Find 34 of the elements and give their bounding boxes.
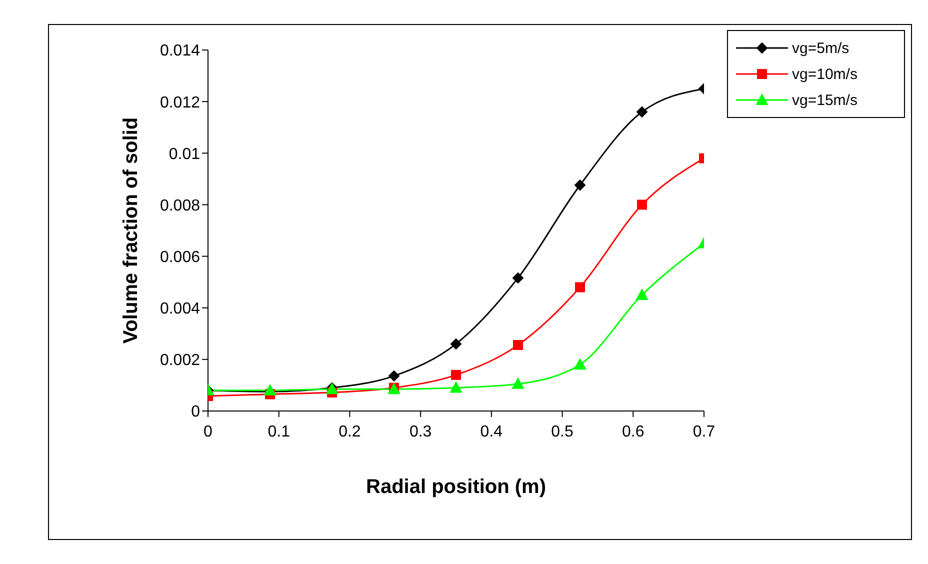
x-tick-label: 0.1	[268, 423, 290, 440]
y-tick-label: 0.002	[160, 352, 200, 370]
x-axis-title: Radial position (m)	[366, 476, 546, 498]
point	[512, 272, 524, 284]
point	[574, 180, 586, 191]
x-tick-label: 0	[204, 423, 213, 440]
point	[513, 340, 523, 350]
x-tick-label: 0.6	[622, 423, 644, 440]
legend-label: vg=5m/s	[792, 40, 850, 56]
y-tick-label: 0.01	[168, 146, 200, 163]
point	[574, 358, 586, 370]
x-tick-label: 0.7	[692, 423, 716, 440]
point	[451, 370, 461, 380]
point	[512, 378, 524, 389]
point	[636, 288, 648, 300]
y-tick-label: 0	[191, 404, 200, 421]
x-tick-label: 0.5	[551, 423, 574, 440]
point	[450, 382, 462, 393]
x-tick-label: 0.4	[480, 423, 503, 440]
x-tick-label: 0.2	[338, 423, 361, 440]
legend-label: vg=15m/s	[792, 92, 858, 108]
y-axis-title: Volume fraction of solid	[120, 117, 142, 344]
x-tick-label: 0.3	[409, 423, 432, 440]
y-tick-label: 0.006	[160, 248, 200, 266]
point	[636, 106, 648, 118]
y-tick-label: 0.008	[160, 197, 200, 214]
point	[575, 282, 585, 292]
legend-label: vg=10m/s	[792, 66, 858, 82]
y-tick-label: 0.004	[160, 300, 200, 318]
point	[450, 338, 462, 350]
y-tick-label: 0.012	[160, 94, 200, 112]
point	[637, 200, 647, 210]
point	[388, 370, 400, 382]
y-tick-label: 0.014	[160, 42, 200, 60]
